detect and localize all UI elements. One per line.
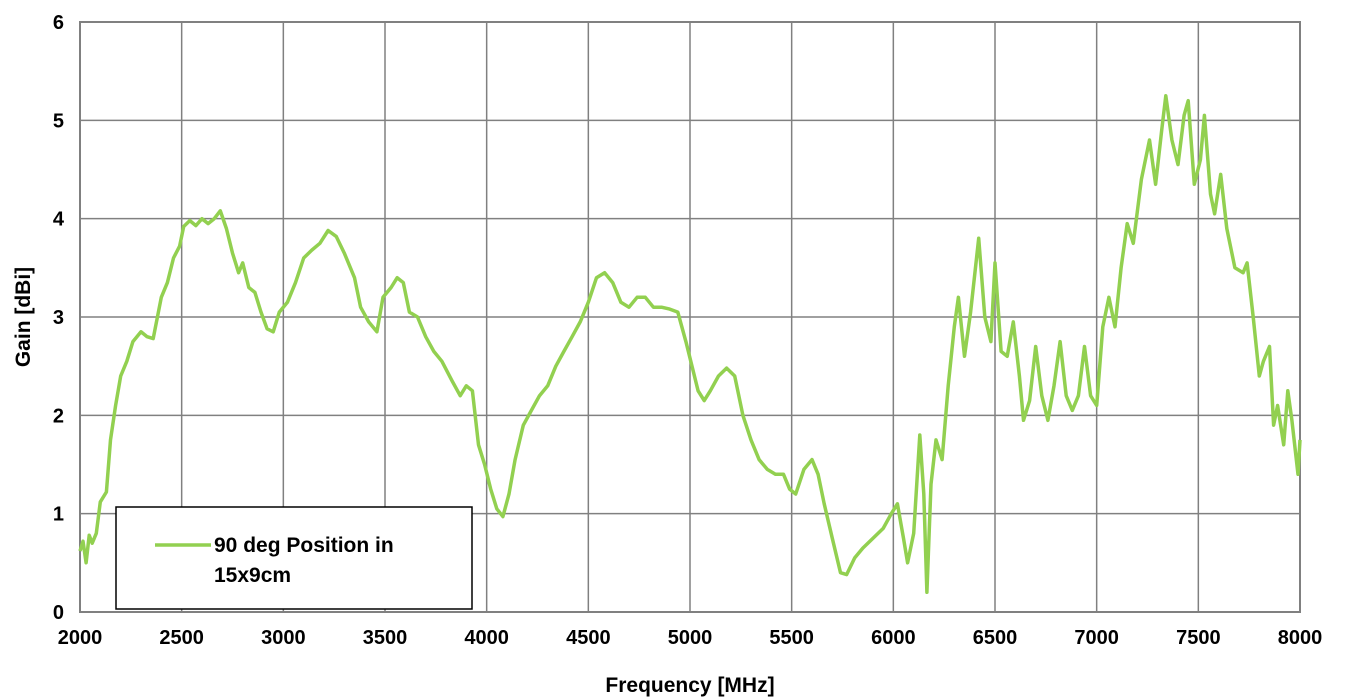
x-tick-label: 5500 bbox=[769, 627, 814, 649]
plot-area-frame bbox=[79, 21, 1301, 613]
y-tick-label: 2 bbox=[53, 405, 64, 427]
legend-label-line1: 90 deg Position in bbox=[214, 534, 394, 557]
series-line-0 bbox=[78, 94, 1302, 595]
x-tick-label: 7500 bbox=[1176, 627, 1221, 649]
y-tick-label: 3 bbox=[53, 307, 64, 329]
y-tick-label: 1 bbox=[53, 504, 64, 526]
x-tick-label: 5000 bbox=[668, 627, 713, 649]
x-tick-label: 7000 bbox=[1074, 627, 1119, 649]
x-tick-label: 3500 bbox=[363, 627, 408, 649]
x-tick-label: 6500 bbox=[973, 627, 1018, 649]
y-tick-label: 5 bbox=[53, 110, 64, 132]
x-tick-label: 8000 bbox=[1278, 627, 1323, 649]
x-tick-label: 4500 bbox=[566, 627, 611, 649]
x-tick-label: 3000 bbox=[261, 627, 306, 649]
y-tick-label: 0 bbox=[53, 602, 64, 624]
x-tick-label: 2500 bbox=[159, 627, 204, 649]
y-axis-label: Gain [dBi] bbox=[12, 267, 35, 367]
y-axis-ticks: 0 1 2 3 4 5 6 bbox=[53, 12, 65, 624]
x-tick-label: 4000 bbox=[464, 627, 509, 649]
legend-label-line2: 15x9cm bbox=[214, 564, 291, 587]
legend-box bbox=[115, 506, 473, 610]
x-tick-label: 6000 bbox=[871, 627, 916, 649]
x-axis-ticks: 2000 2500 3000 3500 4000 4500 5000 5500 6000 6500… bbox=[58, 627, 1323, 649]
legend: 90 deg Position in 15x9cm bbox=[115, 506, 473, 610]
y-tick-label: 6 bbox=[53, 12, 64, 34]
y-tick-label: 4 bbox=[53, 209, 65, 231]
x-axis-label: Frequency [MHz] bbox=[605, 674, 774, 697]
series-layer bbox=[78, 94, 1302, 595]
x-tick-label: 2000 bbox=[58, 627, 103, 649]
